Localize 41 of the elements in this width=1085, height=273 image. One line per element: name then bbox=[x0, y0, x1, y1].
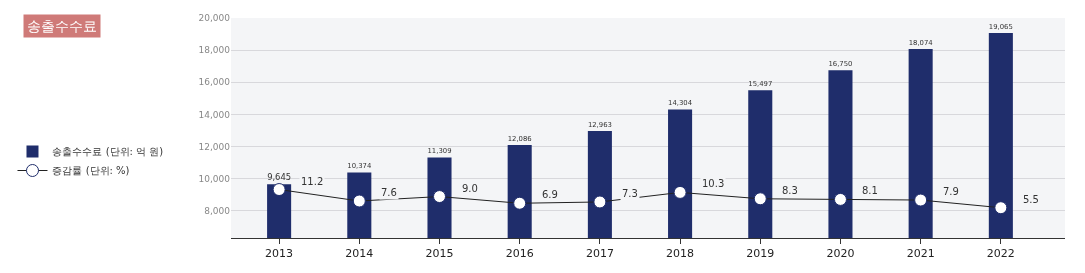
point bbox=[352, 194, 366, 208]
x-tick-label: 2017 bbox=[585, 247, 614, 261]
point bbox=[753, 192, 767, 206]
data-label: 6.9 bbox=[542, 189, 558, 200]
x-tick-label: 2021 bbox=[906, 247, 935, 261]
x-tick-label: 2016 bbox=[505, 247, 534, 261]
y-tick-label: 20,000 bbox=[198, 13, 231, 24]
x-tick-label: 2013 bbox=[265, 247, 294, 261]
y-tick-label: 18,000 bbox=[198, 45, 231, 56]
data-label: 9.0 bbox=[462, 183, 478, 194]
data-label: 7.3 bbox=[622, 188, 638, 199]
y-tick-label: 16,000 bbox=[198, 77, 231, 88]
data-label: 9,645 bbox=[267, 171, 292, 182]
data-label: 11.2 bbox=[301, 176, 324, 187]
x-tick-label: 2020 bbox=[826, 247, 855, 261]
y-tick-label: 8,000 bbox=[204, 205, 231, 216]
x-tick-label: 2014 bbox=[345, 247, 374, 261]
x-tick-label: 2019 bbox=[746, 247, 775, 261]
point bbox=[433, 190, 446, 204]
x-tick-label: 2015 bbox=[425, 247, 454, 261]
point bbox=[994, 201, 1008, 215]
point bbox=[833, 192, 847, 206]
x-tick-label: 2022 bbox=[986, 247, 1015, 261]
data-label: 7.9 bbox=[943, 186, 959, 197]
x-tick-label: 2018 bbox=[666, 247, 695, 261]
y-tick-label: 10,000 bbox=[198, 173, 231, 184]
text: 송출수수료 bbox=[27, 18, 97, 34]
data-label: 10.3 bbox=[702, 178, 725, 189]
point bbox=[593, 195, 607, 209]
legend-label: 증감률 (단위: %) bbox=[52, 165, 130, 177]
legend-label: 송출수수료 (단위: 억 원) bbox=[52, 146, 164, 158]
point bbox=[272, 183, 286, 197]
data-label: 8.3 bbox=[782, 185, 798, 196]
point bbox=[914, 193, 928, 207]
point bbox=[513, 196, 527, 210]
data-label: 5.5 bbox=[1023, 194, 1039, 205]
data-label: 8.1 bbox=[862, 185, 878, 196]
y-tick-label: 12,000 bbox=[198, 141, 231, 152]
data-label: 7.6 bbox=[381, 187, 397, 198]
point bbox=[673, 185, 687, 199]
y-tick-label: 14,000 bbox=[198, 109, 231, 120]
